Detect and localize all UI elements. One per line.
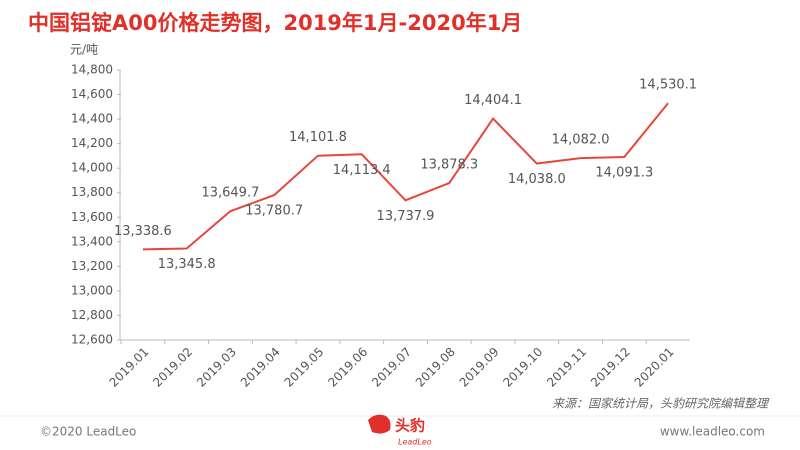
y-tick-label: 14,400 xyxy=(71,112,113,126)
data-label: 13,338.6 xyxy=(114,224,172,239)
data-label: 13,737.9 xyxy=(377,209,435,224)
y-tick-label: 14,800 xyxy=(71,63,113,77)
data-label: 14,091.3 xyxy=(595,165,653,180)
data-line xyxy=(142,102,669,251)
source-note: 来源：国家统计局，头豹研究院编辑整理 xyxy=(552,397,770,411)
y-tick-label: 13,800 xyxy=(71,185,113,199)
logo-icon xyxy=(368,414,391,434)
copyright: ©2020 LeadLeo xyxy=(40,425,136,439)
logo-subtext: LeadLeo xyxy=(398,438,432,447)
data-label: 14,404.1 xyxy=(464,93,522,108)
data-label: 14,113.4 xyxy=(333,163,391,178)
y-tick-label: 12,800 xyxy=(71,308,113,322)
logo-text: 头豹 xyxy=(395,417,425,435)
data-label: 14,082.0 xyxy=(552,133,610,148)
y-axis-unit: 元/吨 xyxy=(70,43,98,57)
y-tick-label: 14,200 xyxy=(71,136,113,150)
y-tick-label: 13,200 xyxy=(71,259,113,273)
data-label: 14,101.8 xyxy=(289,130,347,145)
data-label: 13,345.8 xyxy=(158,257,216,272)
y-tick-label: 14,600 xyxy=(71,87,113,101)
data-label: 14,530.1 xyxy=(639,78,697,93)
chart-title: 中国铝锭A00价格走势图，2019年1月-2020年1月 xyxy=(28,11,522,35)
y-tick-label: 13,000 xyxy=(71,283,113,297)
y-tick-label: 12,600 xyxy=(71,333,113,347)
y-tick-label: 14,000 xyxy=(71,161,113,175)
y-tick-label: 13,400 xyxy=(71,234,113,248)
data-label: 13,780.7 xyxy=(245,204,303,219)
data-label: 14,038.0 xyxy=(508,172,566,187)
data-label: 13,649.7 xyxy=(201,186,259,201)
website: www.leadleo.com xyxy=(660,425,765,439)
data-label: 13,878.3 xyxy=(420,158,478,173)
y-tick-label: 13,600 xyxy=(71,210,113,224)
